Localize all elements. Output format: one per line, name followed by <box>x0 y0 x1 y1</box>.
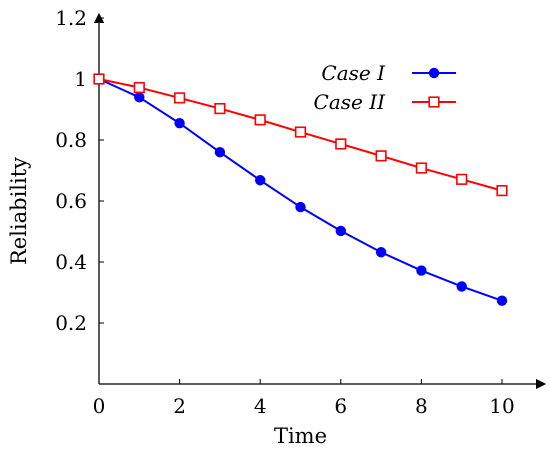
data-point-case-i <box>134 92 145 103</box>
series-layer <box>93 73 508 306</box>
x-tick-label: 10 <box>489 394 514 418</box>
data-point-case-i <box>496 295 508 306</box>
y-tick-label: 0.8 <box>55 128 87 152</box>
data-point-case-ii <box>375 150 387 162</box>
data-point-case-i <box>456 281 467 292</box>
x-tick-label: 8 <box>415 394 428 418</box>
legend-label-case-ii: Case II <box>314 90 387 114</box>
data-point-case-i <box>375 247 387 258</box>
data-point-case-i <box>255 175 266 186</box>
data-point-case-ii <box>335 138 347 150</box>
data-point-case-ii <box>496 185 508 197</box>
x-axis-title: Time <box>274 424 327 448</box>
data-point-case-ii <box>254 114 266 126</box>
data-point-case-i <box>295 201 306 213</box>
legend-label-case-i: Case I <box>321 61 386 85</box>
data-point-case-ii <box>456 173 468 185</box>
data-point-case-ii <box>174 92 186 104</box>
legend-marker-case-ii <box>428 96 440 108</box>
legend: Case I Case II <box>314 61 456 114</box>
series-line-case-i <box>98 78 503 302</box>
y-tick-label: 0.2 <box>55 311 87 335</box>
x-tick-label: 0 <box>93 394 106 418</box>
data-point-case-ii <box>415 162 428 174</box>
data-point-case-i <box>416 265 427 276</box>
data-point-case-i <box>174 118 185 129</box>
data-point-case-i <box>214 147 226 158</box>
x-tick-label: 6 <box>334 394 347 418</box>
data-point-case-ii <box>294 126 307 138</box>
data-point-case-ii <box>133 81 145 94</box>
data-point-case-i <box>335 225 346 237</box>
y-axis-title: Reliability <box>7 157 31 265</box>
x-tick-label: 2 <box>173 394 186 418</box>
x-tick-label: 4 <box>254 394 267 418</box>
data-point-case-ii <box>214 102 226 115</box>
y-axis-ticks: 0.2 0.4 0.6 0.8 1 1.2 <box>55 6 104 335</box>
legend-marker-case-i <box>428 67 440 79</box>
y-tick-label: 0.6 <box>55 189 87 213</box>
y-tick-label: 1 <box>74 67 87 91</box>
data-point-case-ii <box>93 73 105 85</box>
y-tick-label: 1.2 <box>55 6 87 30</box>
y-tick-label: 0.4 <box>55 250 87 274</box>
x-axis-ticks: 0 2 4 6 8 10 <box>93 379 515 418</box>
